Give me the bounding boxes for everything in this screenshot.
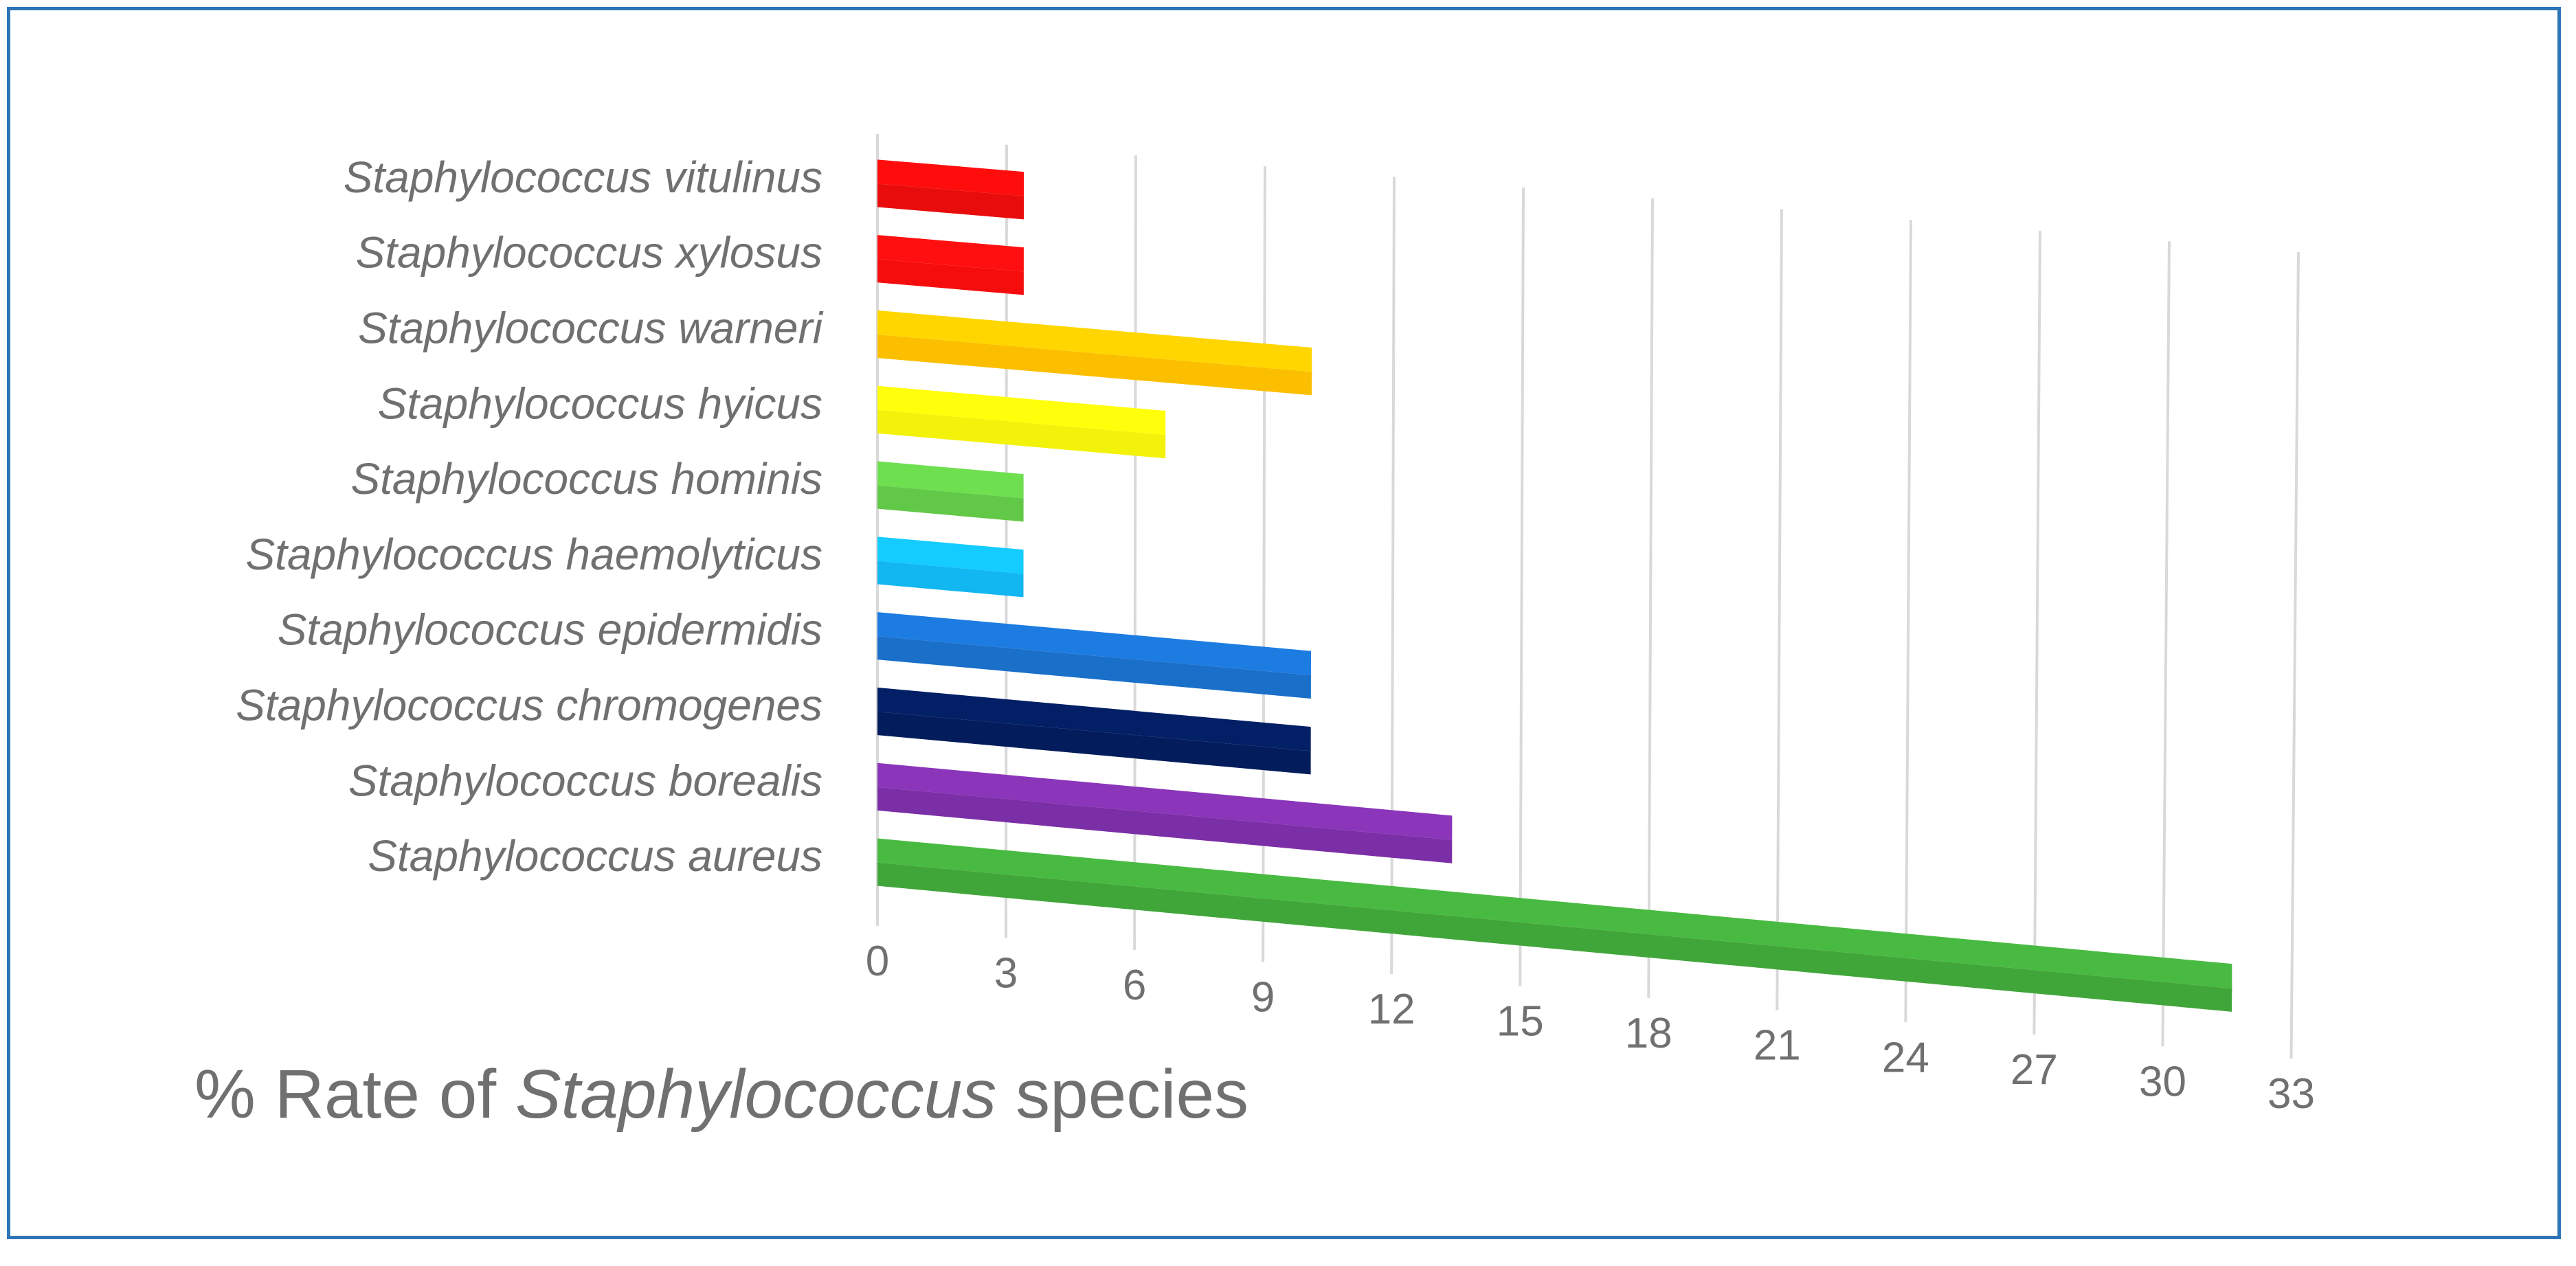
tick-label: 27 [2011,1046,2058,1094]
category-label: Staphylococcus haemolyticus [245,530,822,579]
bar [877,839,2232,1012]
chart-frame: Staphylococcus vitulinus Staphylococcus x… [7,7,2561,1239]
category-label: Staphylococcus epidermidis [278,605,822,655]
gridline [1520,188,1523,986]
tick-label: 9 [1251,974,1275,1021]
bar [877,159,1024,219]
tick-label: 24 [1882,1034,1929,1081]
title-part-1: % Rate of [194,1056,515,1133]
title-part-3: species [996,1056,1248,1133]
tick-label: 3 [994,949,1018,997]
category-label: Staphylococcus hominis [350,454,822,504]
chart-title: % Rate of Staphylococcus species [194,1056,1248,1133]
tick-label: 15 [1497,998,1544,1045]
gridline [2162,241,2169,1046]
bar [877,462,1024,522]
category-label: Staphylococcus aureus [368,831,822,881]
tick-label: 12 [1368,986,1415,1033]
bar [877,536,1024,597]
category-label: Staphylococcus warneri [358,304,824,353]
bar [877,235,1024,295]
tick-label: 6 [1123,962,1146,1009]
bar [877,386,1165,459]
tick-label: 0 [866,938,889,985]
bar [877,612,1311,699]
bar-top [877,839,2232,988]
gridline [2034,231,2040,1035]
gridline [1648,199,1653,998]
bar [877,688,1311,774]
bar [877,310,1312,395]
category-label: Staphylococcus borealis [348,756,822,805]
tick-label: 33 [2267,1070,2315,1118]
gridline [1777,209,1782,1010]
category-label: Staphylococcus chromogenes [236,681,822,730]
category-label: Staphylococcus hyicus [378,378,822,428]
tick-label: 18 [1625,1010,1672,1057]
bar-front [877,863,2232,1012]
title-part-2: Staphylococcus [515,1056,996,1133]
bars [877,159,2232,1012]
gridline [2292,252,2299,1059]
tick-label: 21 [1754,1022,1801,1070]
category-label: Staphylococcus vitulinus [344,152,822,202]
bar-chart: Staphylococcus vitulinus Staphylococcus x… [10,10,2576,1266]
gridline [1905,220,1911,1022]
category-labels: Staphylococcus vitulinus Staphylococcus x… [236,152,824,881]
category-label: Staphylococcus xylosus [356,228,822,278]
tick-label: 30 [2139,1058,2186,1105]
